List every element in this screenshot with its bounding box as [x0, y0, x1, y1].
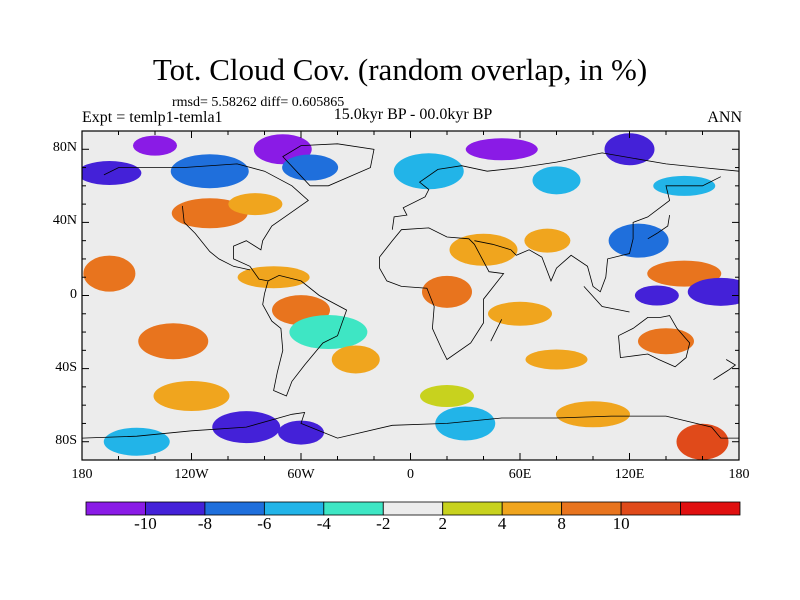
anomaly-region [638, 328, 694, 355]
lon-tick-label: 120W [174, 467, 209, 482]
anomaly-region [170, 154, 249, 189]
stats-line: rmsd= 5.58262 diff= 0.605865 [172, 95, 345, 110]
cloud-cover-map [82, 131, 739, 460]
anomaly-region [604, 133, 655, 166]
anomaly-region [138, 323, 209, 360]
lon-tick-label: 60E [508, 467, 532, 482]
colorbar-label: -2 [376, 514, 391, 533]
colorbar-label: 8 [557, 514, 566, 533]
season-label: ANN [707, 109, 742, 126]
anomaly-region [237, 266, 310, 289]
lon-tick-label: 0 [407, 467, 414, 482]
lat-tick-label: 40N [52, 213, 77, 229]
lat-tick-label: 80N [52, 140, 77, 156]
coastline [82, 412, 739, 439]
colorbar-label: 10 [612, 514, 630, 533]
colorbar-label: -6 [257, 514, 272, 533]
anomaly-region [647, 260, 722, 287]
anomaly-region [103, 427, 170, 456]
anomaly-region [532, 166, 581, 195]
anomaly-region [449, 233, 518, 266]
colorbar-label: -8 [197, 514, 212, 533]
colorbar-label: 4 [497, 514, 507, 533]
anomaly-region [676, 423, 729, 460]
anomaly-region [525, 349, 588, 370]
colorbar-swatch [680, 501, 741, 516]
anomaly-region [634, 285, 679, 306]
anomaly-region [331, 345, 380, 374]
anomaly-region [83, 255, 136, 292]
colorbar-label: -4 [316, 514, 331, 533]
lat-tick-label: 40S [55, 359, 77, 375]
anomaly-region [420, 385, 474, 408]
lat-tick-label: 0 [70, 286, 77, 302]
anomaly-region [465, 138, 538, 161]
anomaly-region [289, 315, 368, 350]
anomaly-region [153, 381, 230, 412]
coastline [474, 176, 721, 293]
coastline [282, 143, 375, 187]
coastline [490, 319, 503, 342]
anomaly-region [228, 193, 283, 216]
anomaly-region [435, 406, 496, 441]
lon-tick-label: 60W [287, 467, 315, 482]
anomaly-region [82, 161, 142, 186]
coastline [379, 227, 505, 361]
lon-tick-label: 180 [728, 467, 750, 482]
lat-tick-label: 80S [55, 432, 77, 448]
lon-tick-label: 120E [614, 467, 645, 482]
coastline [103, 163, 348, 397]
anomaly-region [393, 153, 464, 190]
anomaly-region [133, 135, 177, 156]
coastline [618, 315, 691, 368]
lon-tick-label: 180 [71, 467, 93, 482]
anomaly-region [556, 401, 630, 428]
anomaly-region [278, 420, 324, 445]
colorbar-label: -10 [134, 514, 157, 533]
period-label: 15.0kyr BP - 00.0kyr BP [333, 106, 493, 123]
coastline [713, 359, 737, 380]
coastline [391, 152, 739, 230]
colorbar [85, 501, 741, 516]
coastline [647, 215, 670, 240]
anomaly-region [524, 228, 571, 253]
plot-title: Tot. Cloud Cov. (random overlap, in %) [152, 52, 648, 87]
coastline [182, 205, 250, 271]
anomaly-region [687, 277, 739, 306]
anomaly-region [488, 301, 552, 326]
anomaly-region [422, 275, 472, 308]
anomaly-region [608, 223, 669, 258]
coastline [583, 286, 630, 313]
anomaly-region [282, 154, 339, 181]
experiment-label: Expt = temlp1-temla1 [82, 109, 223, 126]
colorbar-label: 2 [438, 514, 447, 533]
